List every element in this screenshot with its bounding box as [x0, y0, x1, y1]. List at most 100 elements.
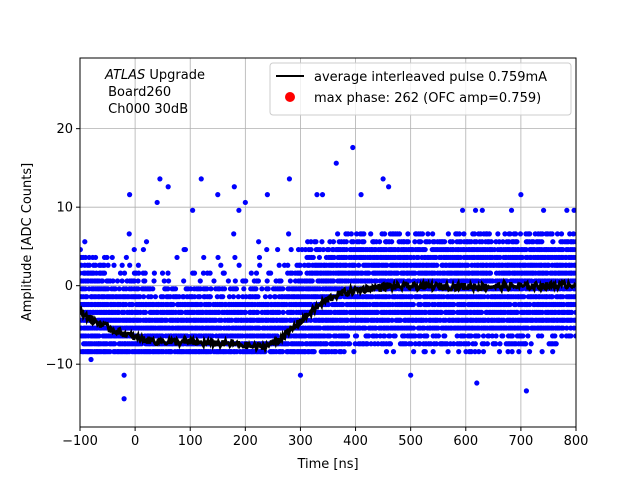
- scatter-point: [480, 333, 487, 339]
- scatter-point: [123, 254, 129, 261]
- scatter-point: [419, 231, 426, 237]
- scatter-point: [502, 231, 508, 237]
- channel-label: Ch000 30dB: [104, 102, 188, 117]
- scatter-point: [461, 231, 467, 237]
- scatter-point: [101, 262, 107, 268]
- scatter-point: [218, 317, 224, 323]
- scatter-point: [550, 349, 556, 355]
- scatter-point: [129, 301, 136, 308]
- scatter-point: [211, 278, 217, 284]
- scatter-point: [104, 254, 110, 261]
- scatter-point: [381, 333, 388, 339]
- scatter-point: [253, 286, 259, 292]
- scatter-point: [179, 309, 185, 315]
- scatter-point: [256, 325, 262, 331]
- scatter-point: [229, 317, 235, 323]
- scatter-point: [517, 231, 524, 237]
- scatter-point-outlier: [314, 192, 320, 198]
- scatter-point-outlier: [88, 356, 94, 363]
- scatter-point: [131, 278, 138, 284]
- scatter-point: [383, 349, 390, 355]
- scatter-point: [374, 309, 381, 315]
- scatter-point: [109, 254, 115, 261]
- scatter-point: [520, 333, 526, 339]
- scatter-point-outlier: [154, 199, 160, 206]
- scatter-point: [172, 286, 179, 292]
- scatter-point: [373, 333, 380, 339]
- scatter-point: [191, 270, 198, 276]
- atlas-annotation: ATLAS Upgrade Board260 Ch000 30dB: [104, 68, 205, 117]
- scatter-point: [573, 270, 576, 276]
- scatter-point: [497, 254, 503, 261]
- scatter-point: [279, 349, 286, 355]
- scatter-point: [462, 301, 468, 308]
- average-pulse-line: [80, 277, 576, 354]
- scatter-point: [546, 262, 552, 268]
- x-tick-label: 700: [508, 434, 533, 449]
- x-axis-label: Time [ns]: [296, 457, 358, 472]
- scatter-point-outlier: [408, 372, 414, 378]
- x-tick-label: 800: [564, 434, 589, 449]
- scatter-point: [361, 239, 367, 245]
- scatter-point: [142, 309, 149, 315]
- scatter-point: [523, 246, 529, 253]
- scatter-point: [527, 231, 533, 237]
- scatter-point: [148, 294, 154, 300]
- scatter-point-outlier: [157, 176, 163, 182]
- scatter-point: [418, 239, 424, 245]
- scatter-point: [80, 246, 83, 253]
- scatter-point: [107, 349, 113, 355]
- scatter-point: [366, 270, 372, 276]
- scatter-point: [84, 294, 90, 300]
- scatter-point: [309, 278, 315, 284]
- scatter-point: [170, 301, 176, 308]
- scatter-point: [525, 333, 531, 339]
- scatter-point: [384, 262, 390, 268]
- scatter-point: [256, 254, 263, 261]
- scatter-point: [165, 286, 171, 292]
- scatter-point-outlier: [165, 184, 171, 190]
- legend-label-max-phase: max phase: 262 (OFC amp=0.759): [314, 91, 541, 106]
- scatter-point: [143, 239, 150, 245]
- scatter-point: [356, 262, 362, 268]
- scatter-point: [181, 278, 187, 284]
- scatter-point: [343, 246, 350, 253]
- scatter-point: [475, 333, 481, 339]
- scatter-point: [207, 294, 213, 300]
- scatter-point: [368, 231, 374, 237]
- scatter-point: [461, 333, 467, 339]
- scatter-point: [523, 341, 529, 347]
- scatter-point: [507, 301, 513, 308]
- scatter-point: [442, 333, 448, 339]
- scatter-point: [397, 317, 404, 323]
- scatter-point: [112, 341, 118, 347]
- scatter-point: [516, 349, 522, 355]
- scatter-point: [560, 325, 566, 331]
- scatter-point: [434, 262, 440, 268]
- scatter-point: [264, 246, 270, 253]
- scatter-point: [276, 309, 282, 315]
- scatter-point: [221, 286, 228, 292]
- scatter-point: [415, 254, 421, 261]
- scatter-point-outlier: [286, 176, 293, 182]
- x-tick-label: 100: [178, 434, 203, 449]
- scatter-point: [471, 231, 478, 237]
- x-tick-label: 400: [343, 434, 368, 449]
- scatter-point: [528, 341, 534, 347]
- scatter-point: [560, 294, 566, 300]
- scatter-point: [264, 278, 270, 284]
- scatter-point: [276, 262, 282, 268]
- scatter-point: [92, 262, 99, 268]
- scatter-point: [426, 239, 432, 245]
- scatter-point: [137, 294, 143, 300]
- scatter-point: [323, 341, 330, 347]
- scatter-point: [82, 286, 88, 292]
- scatter-point: [573, 309, 576, 315]
- scatter-point: [392, 333, 398, 339]
- legend-label-average-pulse: average interleaved pulse 0.759mA: [314, 70, 547, 85]
- scatter-point: [412, 239, 418, 245]
- scatter-point: [308, 239, 314, 245]
- scatter-point: [101, 270, 108, 276]
- scatter-point: [288, 246, 294, 253]
- scatter-points: [80, 144, 576, 402]
